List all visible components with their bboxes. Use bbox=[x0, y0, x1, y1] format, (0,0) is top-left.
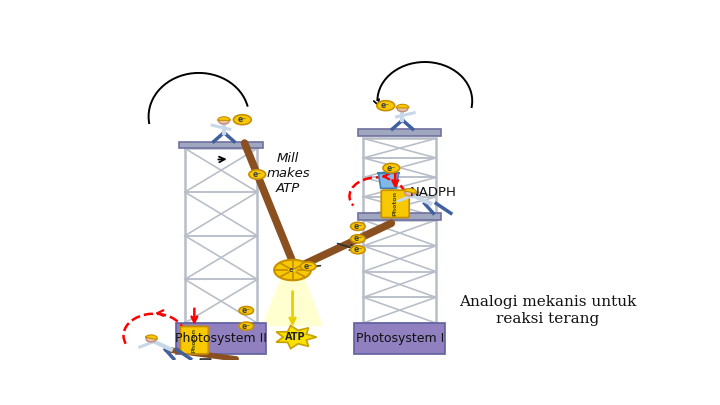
Text: e⁻: e⁻ bbox=[253, 170, 262, 179]
Bar bbox=[358, 213, 441, 220]
Circle shape bbox=[146, 336, 156, 342]
Text: NADPH: NADPH bbox=[410, 185, 456, 198]
Circle shape bbox=[377, 101, 395, 111]
Circle shape bbox=[239, 322, 253, 330]
Bar bbox=[179, 141, 263, 148]
FancyBboxPatch shape bbox=[382, 190, 409, 217]
Text: Mill
makes
ATP: Mill makes ATP bbox=[266, 152, 310, 195]
Polygon shape bbox=[200, 359, 211, 368]
Circle shape bbox=[233, 115, 251, 125]
Text: ATP: ATP bbox=[285, 332, 306, 342]
Text: e⁻: e⁻ bbox=[288, 267, 297, 273]
Circle shape bbox=[300, 262, 316, 271]
Polygon shape bbox=[379, 173, 399, 188]
Text: e⁻: e⁻ bbox=[242, 306, 251, 315]
Text: Photon: Photon bbox=[192, 328, 197, 353]
Text: e⁻: e⁻ bbox=[242, 322, 251, 330]
Circle shape bbox=[397, 106, 408, 112]
Wedge shape bbox=[217, 117, 230, 120]
Bar bbox=[358, 129, 441, 136]
Circle shape bbox=[351, 222, 365, 230]
Text: e⁻: e⁻ bbox=[387, 164, 396, 173]
FancyBboxPatch shape bbox=[181, 326, 208, 354]
Circle shape bbox=[351, 246, 365, 254]
Circle shape bbox=[249, 170, 266, 179]
Wedge shape bbox=[404, 188, 416, 193]
Bar bbox=[354, 323, 445, 354]
Circle shape bbox=[405, 190, 415, 196]
Polygon shape bbox=[262, 273, 323, 326]
Wedge shape bbox=[396, 104, 409, 108]
Text: Photon: Photon bbox=[392, 191, 397, 216]
Text: e⁻: e⁻ bbox=[354, 234, 362, 243]
Text: e⁻: e⁻ bbox=[238, 115, 247, 124]
Text: Analogi mekanis untuk
reaksi terang: Analogi mekanis untuk reaksi terang bbox=[459, 296, 636, 326]
Text: Photosystem I: Photosystem I bbox=[356, 332, 444, 345]
Bar bbox=[176, 323, 266, 354]
Circle shape bbox=[351, 235, 365, 243]
Text: e⁻: e⁻ bbox=[381, 101, 390, 110]
Wedge shape bbox=[145, 335, 158, 339]
Circle shape bbox=[383, 163, 400, 173]
Text: e⁻: e⁻ bbox=[354, 222, 362, 231]
Text: e⁻: e⁻ bbox=[304, 262, 312, 271]
Text: e⁻: e⁻ bbox=[354, 245, 362, 254]
Circle shape bbox=[274, 260, 311, 280]
Text: Photosystem II: Photosystem II bbox=[175, 332, 267, 345]
Polygon shape bbox=[276, 326, 317, 349]
Circle shape bbox=[219, 118, 229, 124]
Circle shape bbox=[239, 307, 253, 315]
